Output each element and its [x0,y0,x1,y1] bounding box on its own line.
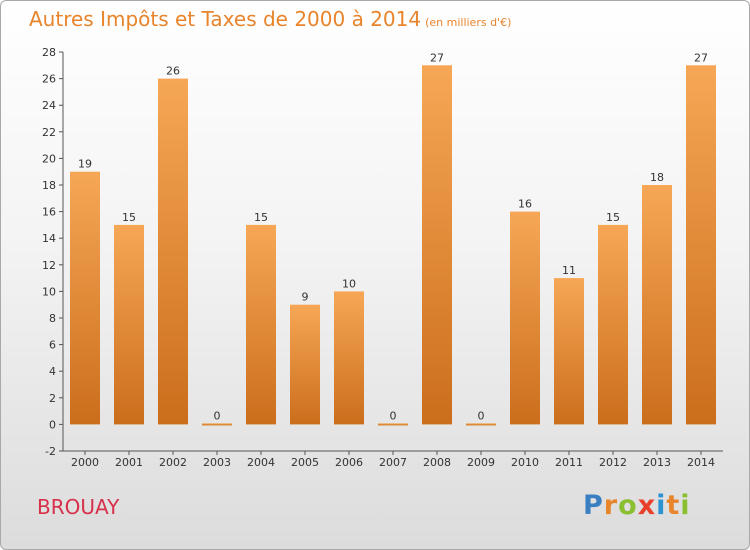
logo-letter: r [603,490,619,521]
x-tick-label: 2014 [687,456,715,469]
bar [598,224,628,425]
y-tick-label: 10 [42,285,56,298]
logo-letter: i [680,490,691,521]
bar [70,171,100,425]
x-tick-label: 2003 [203,456,231,469]
bar [422,65,452,425]
x-tick-label: 2012 [599,456,627,469]
y-tick-label: 0 [49,418,56,431]
x-tick-label: 2009 [467,456,495,469]
bar-value-label: 0 [214,409,221,422]
logo-letter: t [666,490,681,521]
y-tick-label: 22 [42,126,56,139]
bar [290,304,320,425]
logo-letter: P [583,490,604,521]
proxiti-logo: Proxiti [583,490,691,521]
bar [554,278,584,425]
x-tick-label: 2013 [643,456,671,469]
chart-title-text: Autres Impôts et Taxes de 2000 à 2014 [29,7,422,31]
y-tick-label: 18 [42,179,56,192]
bar-value-label: 11 [562,264,576,277]
bar-value-label: 15 [606,211,620,224]
x-tick-label: 2008 [423,456,451,469]
bar-value-label: 19 [78,158,92,171]
bar [202,423,232,426]
bar [686,65,716,425]
y-tick-label: 2 [49,392,56,405]
y-tick-label: 8 [49,312,56,325]
logo-letter: o [618,490,638,521]
x-tick-label: 2001 [115,456,143,469]
y-tick-label: 20 [42,152,56,165]
x-tick-label: 2004 [247,456,275,469]
bar-value-label: 26 [166,65,180,78]
x-tick-label: 2010 [511,456,539,469]
y-tick-label: -2 [45,445,56,458]
bar [466,423,496,426]
x-tick-label: 2002 [159,456,187,469]
bar-value-label: 15 [254,211,268,224]
y-tick-label: 4 [49,365,56,378]
bar-value-label: 10 [342,277,356,290]
bar-value-label: 27 [694,51,708,64]
x-tick-label: 2006 [335,456,363,469]
bar [378,423,408,426]
y-tick-label: 14 [42,232,56,245]
bar-value-label: 27 [430,51,444,64]
bar [246,224,276,425]
logo-letter: x [637,490,657,521]
bar [114,224,144,425]
bar-value-label: 9 [302,291,309,304]
y-tick-label: 12 [42,259,56,272]
bar-value-label: 18 [650,171,664,184]
x-tick-label: 2000 [71,456,99,469]
x-tick-label: 2007 [379,456,407,469]
y-tick-label: 26 [42,73,56,86]
logo-letter: i [656,490,667,521]
bar-value-label: 15 [122,211,136,224]
place-name: BROUAY [37,495,120,519]
chart-title: Autres Impôts et Taxes de 2000 à 2014 (en… [29,7,511,31]
y-tick-label: 6 [49,339,56,352]
unit-label: (en milliers d'€) [425,16,512,29]
y-tick-label: 28 [42,46,56,59]
x-tick-label: 2011 [555,456,583,469]
bar [334,291,364,425]
x-tick-label: 2005 [291,456,319,469]
y-tick-label: 16 [42,206,56,219]
bar [642,185,672,425]
bar [510,211,540,425]
bar-value-label: 16 [518,198,532,211]
bar [158,78,188,425]
y-tick-label: 24 [42,99,56,112]
bar-value-label: 0 [478,409,485,422]
bar-value-label: 0 [390,409,397,422]
